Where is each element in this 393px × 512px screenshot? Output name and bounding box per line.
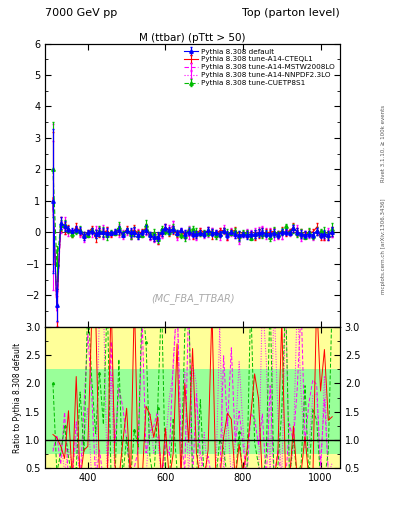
Bar (45, 369, 340, 454)
Text: (MC_FBA_TTBAR): (MC_FBA_TTBAR) (151, 293, 234, 304)
Text: Rivet 3.1.10, ≥ 100k events: Rivet 3.1.10, ≥ 100k events (381, 105, 386, 182)
Text: Top (parton level): Top (parton level) (242, 8, 340, 18)
Y-axis label: Ratio to Pythia 8.308 default: Ratio to Pythia 8.308 default (13, 343, 22, 453)
Text: 7000 GeV pp: 7000 GeV pp (45, 8, 118, 18)
Legend: Pythia 8.308 default, Pythia 8.308 tune-A14-CTEQL1, Pythia 8.308 tune-A14-MSTW20: Pythia 8.308 default, Pythia 8.308 tune-… (182, 47, 336, 88)
Title: M (ttbar) (pTtt > 50): M (ttbar) (pTtt > 50) (140, 33, 246, 42)
Text: mcplots.cern.ch [arXiv:1306.3436]: mcplots.cern.ch [arXiv:1306.3436] (381, 198, 386, 293)
Bar (45, 327, 340, 468)
